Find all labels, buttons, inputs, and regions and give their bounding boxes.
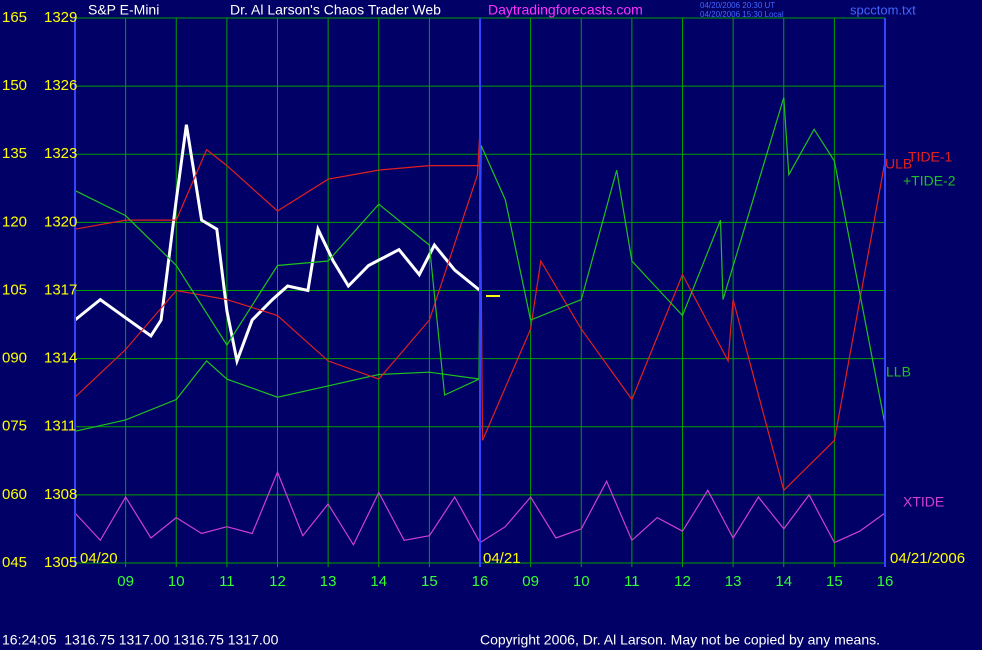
series-label: TIDE-1 — [908, 149, 953, 165]
labels: Dr. Al Larson's Chaos Trader Web Daytrad… — [2, 1, 965, 648]
x-tick-label: 13 — [725, 573, 742, 590]
y2-tick-label: 090 — [2, 350, 27, 367]
file-name: spcctom.txt — [850, 2, 916, 17]
x-tick-label: 11 — [219, 573, 235, 590]
x-tick-label: 15 — [826, 573, 843, 590]
date-label: 04/21 — [483, 550, 521, 567]
x-tick-label: 09 — [522, 573, 539, 590]
timestamp: 04/20/2006 15:30 Local — [700, 10, 784, 19]
date-label: 04/20 — [80, 550, 118, 567]
timestamp: 04/20/2006 20:30 UT — [700, 1, 775, 10]
x-tick-label: 10 — [573, 573, 590, 590]
y2-tick-label: 135 — [2, 145, 27, 162]
series-line — [74, 148, 480, 230]
series-label: +TIDE-2 — [903, 173, 956, 189]
y-tick-label: 1317 — [44, 281, 77, 298]
date-label: 04/21/2006 — [890, 550, 965, 567]
series-line — [74, 124, 481, 367]
y-tick-label: 1329 — [44, 9, 77, 26]
y-tick-label: 1323 — [44, 145, 77, 162]
grid — [75, 17, 886, 567]
x-tick-label: 09 — [117, 573, 134, 590]
y-tick-label: 1311 — [44, 418, 76, 435]
y-tick-label: 1308 — [44, 486, 77, 503]
y-tick-label: 1305 — [44, 554, 77, 571]
series-label: S&P E-Mini — [88, 2, 159, 18]
chart-title: Dr. Al Larson's Chaos Trader Web — [230, 2, 441, 18]
series-label: LLB — [886, 364, 911, 380]
y2-tick-label: 150 — [2, 77, 27, 94]
x-tick-label: 13 — [320, 573, 337, 590]
series-label: XTIDE — [903, 494, 944, 510]
copyright: Copyright 2006, Dr. Al Larson. May not b… — [480, 632, 880, 648]
y2-tick-label: 105 — [2, 281, 27, 298]
x-tick-label: 16 — [877, 573, 894, 590]
x-tick-label: 14 — [370, 573, 387, 590]
series-line — [74, 360, 481, 432]
series-label: ULB — [885, 156, 912, 172]
y2-tick-label: 165 — [2, 9, 27, 26]
x-tick-label: 11 — [624, 573, 640, 590]
y-tick-label: 1320 — [44, 213, 77, 230]
x-tick-label: 16 — [472, 573, 489, 590]
y2-tick-label: 060 — [2, 486, 27, 503]
y2-tick-label: 075 — [2, 418, 27, 435]
y-tick-label: 1314 — [44, 350, 77, 367]
y2-tick-label: 045 — [2, 554, 27, 571]
y2-tick-label: 120 — [2, 213, 27, 230]
y-tick-label: 1326 — [44, 77, 77, 94]
quote-line: 16:24:05 1316.75 1317.00 1316.75 1317.00 — [2, 632, 279, 648]
x-tick-label: 14 — [775, 573, 792, 590]
x-tick-label: 12 — [269, 573, 286, 590]
x-tick-label: 10 — [168, 573, 185, 590]
site-name: Daytradingforecasts.com — [488, 2, 643, 18]
x-tick-label: 15 — [421, 573, 438, 590]
series-line — [74, 97, 886, 425]
x-tick-label: 12 — [674, 573, 691, 590]
series-line — [74, 129, 886, 492]
